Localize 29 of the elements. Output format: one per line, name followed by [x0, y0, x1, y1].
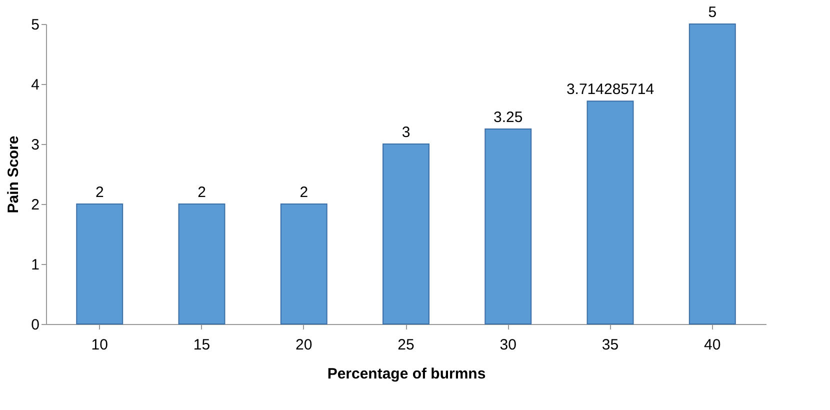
data-label: 2 [95, 184, 104, 201]
x-tick-label: 40 [704, 336, 721, 354]
y-tick-label: 0 [31, 316, 40, 334]
data-label: 3.25 [494, 109, 523, 126]
y-axis-title: Pain Score [5, 136, 22, 214]
data-label: 2 [300, 184, 308, 201]
x-axis-title: Percentage of burmns [327, 366, 486, 382]
bar [178, 204, 226, 324]
bar [688, 24, 736, 324]
x-tick-label: 35 [602, 336, 619, 354]
data-label: 3.714285714 [566, 81, 654, 98]
x-tick-label: 20 [296, 336, 312, 354]
y-tick-label: 2 [31, 196, 40, 214]
bar [280, 204, 328, 324]
bar [484, 128, 532, 324]
x-tick-label: 30 [500, 336, 516, 354]
data-label: 5 [708, 4, 717, 21]
x-tick-label: 15 [193, 336, 210, 354]
data-label: 2 [198, 184, 206, 201]
x-tick-label: 10 [91, 336, 108, 354]
bar [586, 100, 634, 324]
x-tick-label: 25 [398, 336, 414, 354]
y-tick-label: 5 [31, 16, 40, 34]
y-tick-label: 4 [31, 76, 40, 94]
y-tick-label: 3 [31, 136, 40, 154]
bar [382, 144, 430, 324]
data-label: 3 [402, 124, 410, 141]
bar [76, 204, 124, 324]
y-tick-label: 1 [31, 256, 40, 274]
